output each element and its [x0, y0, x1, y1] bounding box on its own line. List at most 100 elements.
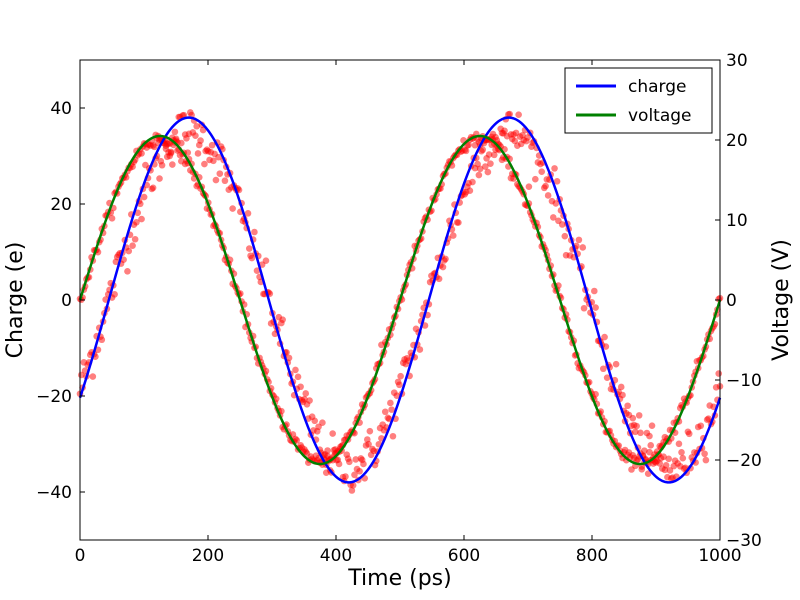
scatter-point [455, 219, 462, 226]
scatter-point [324, 447, 331, 454]
scatter-point [381, 408, 389, 416]
scatter-point [246, 245, 253, 252]
scatter-point [481, 163, 489, 170]
scatter-point [678, 449, 685, 456]
scatter-point [442, 255, 449, 263]
scatter-point [244, 210, 252, 217]
y2-tick-label: 30 [726, 51, 748, 71]
scatter-point [524, 134, 531, 141]
scatter-point [648, 422, 656, 429]
legend-box [564, 67, 713, 134]
scatter-point [675, 440, 683, 448]
x-tick-label: 600 [448, 546, 480, 566]
scatter-point [169, 161, 176, 168]
scatter-point [98, 336, 106, 344]
scatter-point [558, 221, 566, 228]
scatter-point [301, 395, 308, 403]
scatter-point [647, 442, 655, 449]
scatter-point [129, 242, 136, 249]
scatter-point [279, 316, 286, 323]
y-tick-label: −40 [36, 483, 72, 503]
scatter-point [660, 453, 667, 461]
scatter-point [171, 128, 179, 136]
scatter-point [389, 432, 397, 440]
scatter-point [551, 165, 558, 172]
scatter-point [201, 160, 208, 168]
scatter-point [319, 419, 326, 427]
scatter-point [697, 422, 705, 430]
scatter-point [387, 399, 394, 407]
scatter-point [388, 406, 395, 413]
scatter-point [476, 165, 484, 173]
y-tick-label: 0 [61, 291, 72, 311]
x-tick-label: 400 [320, 546, 352, 566]
legend-label-voltage: voltage [628, 106, 692, 126]
scatter-point [89, 373, 97, 380]
y2-tick-label: 0 [726, 291, 737, 311]
scatter-point [131, 235, 139, 243]
line-layer [78, 116, 722, 484]
scatter-point [262, 257, 270, 264]
scatter-point [351, 471, 358, 479]
scatter-point [475, 171, 483, 179]
scatter-point [603, 374, 611, 381]
scatter-point [553, 178, 561, 185]
scatter-point [366, 427, 374, 435]
scatter-point [306, 397, 313, 404]
scatter-point [158, 161, 166, 169]
scatter-point [702, 456, 710, 464]
scatter-point [352, 456, 360, 463]
scatter-point [229, 205, 236, 212]
scatter-point [469, 178, 476, 186]
y-axis-right: −30 −20 −10 0 10 20 30 [715, 51, 762, 551]
scatter-point [140, 193, 148, 201]
scatter-point [111, 291, 118, 298]
scatter-point [701, 450, 708, 458]
scatter-point [599, 365, 607, 373]
scatter-point [485, 151, 493, 158]
scatter-point [156, 175, 163, 182]
y-tick-label: −20 [36, 387, 72, 407]
scatter-point [602, 343, 610, 350]
scatter-point [644, 470, 652, 477]
y-axis-title: Charge (e) [3, 242, 28, 359]
scatter-point [506, 110, 513, 118]
scatter-point [294, 373, 302, 381]
scatter-point [656, 460, 664, 467]
scatter-point [561, 232, 569, 240]
scatter-point [329, 430, 336, 437]
scatter-point [525, 183, 533, 190]
scatter-point [349, 482, 357, 489]
scatter-point [215, 153, 222, 161]
y-tick-label: 40 [50, 99, 72, 119]
scatter-point [580, 304, 588, 312]
scatter-point [601, 333, 608, 341]
scatter-point [591, 287, 598, 295]
x-tick-label: 800 [576, 546, 608, 566]
x-tick-label: 200 [192, 546, 224, 566]
scatter-point [221, 177, 229, 185]
scatter-point [439, 263, 447, 271]
scatter-point [124, 268, 131, 275]
scatter-point [532, 175, 539, 183]
y2-axis-title: Voltage (V) [769, 239, 794, 361]
scatter-point [633, 422, 640, 430]
scatter-point [335, 460, 343, 468]
y2-tick-label: −10 [726, 371, 762, 391]
scatter-point [665, 455, 672, 463]
scatter-point [192, 132, 199, 139]
scatter-point [435, 275, 443, 283]
scatter-point [293, 436, 301, 444]
scatter-point [210, 157, 217, 165]
scatter-point [348, 487, 356, 494]
scatter-point [575, 236, 583, 244]
scatter-point [251, 228, 258, 236]
scatter-point [212, 176, 220, 184]
y2-tick-label: −20 [726, 451, 762, 471]
scatter-point [629, 414, 637, 422]
scatter-point [624, 402, 631, 410]
scatter-point [133, 218, 140, 226]
x-tick-label: 1000 [698, 546, 741, 566]
scatter-point [248, 254, 256, 262]
scatter-point [393, 392, 401, 399]
